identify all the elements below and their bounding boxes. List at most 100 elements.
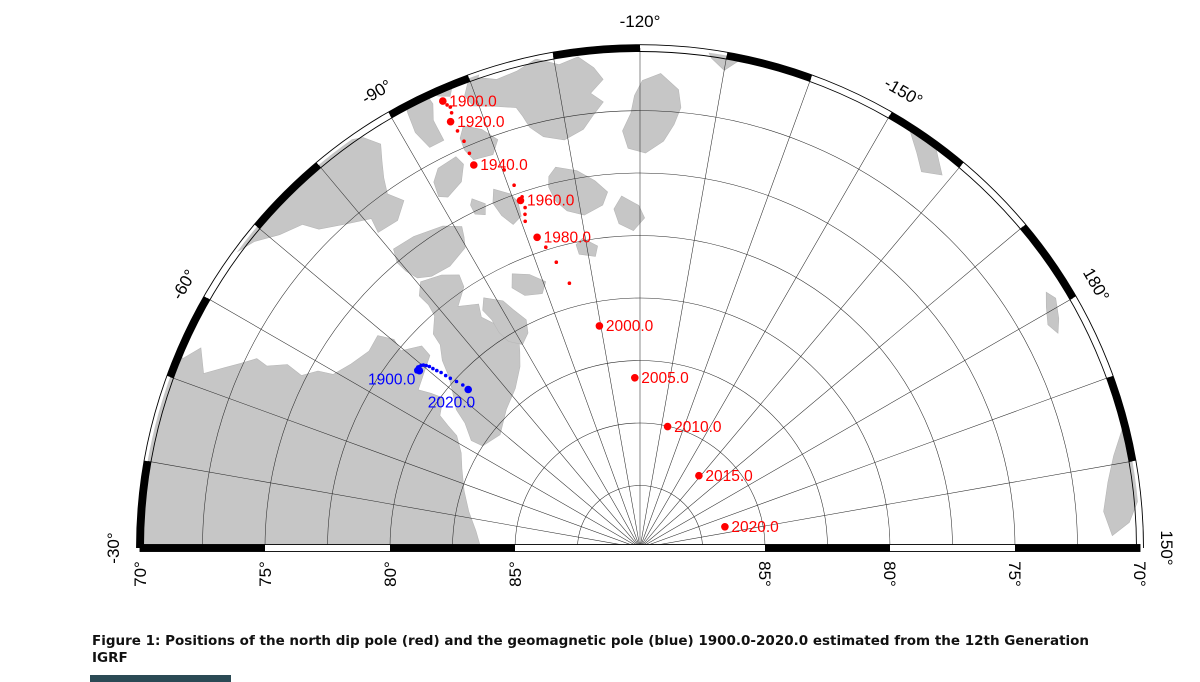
geomagnetic-pole-dot xyxy=(448,376,453,381)
geomagnetic-pole-dot xyxy=(427,364,432,369)
dip-pole-dot xyxy=(523,205,527,210)
meridian-line xyxy=(318,164,641,548)
dip-pole-year-label: 2000.0 xyxy=(606,318,654,335)
land-polygon xyxy=(511,273,547,296)
dip-pole-dot xyxy=(523,219,527,224)
geomagnetic-pole-dot xyxy=(431,366,435,371)
dip-pole-year-label: 1980.0 xyxy=(544,230,592,247)
land-polygon xyxy=(464,48,604,141)
dip-pole-dot xyxy=(631,374,639,382)
meridian-line xyxy=(639,164,962,548)
frame-bottom-band xyxy=(139,544,1141,552)
frame-arc-band xyxy=(254,162,321,229)
land-polygon xyxy=(459,125,499,161)
geomagnetic-pole-dot xyxy=(421,363,426,367)
longitude-label: 180° xyxy=(1079,265,1113,305)
longitude-label: -30° xyxy=(104,532,123,563)
dip-pole-dot xyxy=(554,260,559,265)
dip-pole-year-label: 2010.0 xyxy=(674,419,722,436)
frame-arc-band xyxy=(552,44,641,60)
frame-arc-edge xyxy=(143,51,1137,549)
dip-pole-dot xyxy=(449,111,454,115)
dip-pole-dot xyxy=(523,212,527,217)
land-polygon xyxy=(492,188,522,225)
frame-arc-band xyxy=(726,52,813,82)
dip-pole-dot xyxy=(467,151,472,156)
geomagnetic-pole-dot xyxy=(464,385,473,394)
latitude-label-right: 85° xyxy=(755,561,774,587)
dip-pole-year-label: 2005.0 xyxy=(641,370,689,387)
land-polygon xyxy=(218,137,405,259)
latitude-label-left: 80° xyxy=(381,561,400,587)
dip-pole-year-label: 2020.0 xyxy=(731,519,779,536)
geomagnetic-pole-dot xyxy=(424,363,429,368)
land-polygon xyxy=(702,48,740,71)
dip-pole-dot xyxy=(445,103,449,107)
frame-bottom-black xyxy=(390,544,515,552)
latitude-label-left: 70° xyxy=(131,561,150,587)
longitude-label: 150° xyxy=(1157,530,1176,565)
frame-bottom-black xyxy=(140,544,265,552)
latitude-label-right: 70° xyxy=(1130,561,1149,587)
dip-pole-dot xyxy=(470,161,478,169)
meridian-line xyxy=(147,460,641,548)
frame-arc-band xyxy=(1020,224,1077,300)
meridian-line xyxy=(639,114,891,548)
longitude-label: -150° xyxy=(881,74,926,111)
land-polygon xyxy=(140,335,481,548)
dip-pole-year-label: 2015.0 xyxy=(705,468,753,485)
geomagnetic-pole-year-label: 2020.0 xyxy=(428,395,476,412)
dip-pole-dot xyxy=(516,196,525,205)
dip-pole-year-label: 1920.0 xyxy=(457,114,505,131)
geomagnetic-pole-dot xyxy=(439,370,443,375)
dip-pole-dot xyxy=(695,471,703,480)
graticule-layer xyxy=(140,48,1140,548)
dip-pole-dot xyxy=(663,422,672,431)
geomagnetic-pole-dot xyxy=(461,383,465,387)
dip-pole-dot xyxy=(567,281,572,286)
meridian-line xyxy=(256,226,641,548)
dip-pole-year-label: 1940.0 xyxy=(480,157,528,174)
frame-bottom-black xyxy=(1015,544,1140,552)
dip-pole-dot xyxy=(502,168,507,172)
meridian-line xyxy=(639,55,728,548)
latitude-label-right: 80° xyxy=(880,561,899,587)
meridian-line xyxy=(552,55,641,548)
dip-pole-track: 1900.0 1920.0 1940.0 1960.0 1980.0 2000.0 2005… xyxy=(439,93,779,536)
frame-bottom-black xyxy=(765,544,890,552)
dip-pole-year-label: 1900.0 xyxy=(449,93,497,110)
next-element-partial-bar xyxy=(90,675,231,682)
longitude-label: -90° xyxy=(358,76,395,108)
geomagnetic-pole-track: 1900.0 2020.0 xyxy=(368,363,476,412)
frame-arc-band xyxy=(166,296,211,379)
dip-pole-dot xyxy=(512,183,516,187)
latitude-label-right: 75° xyxy=(1005,561,1024,587)
land-polygon xyxy=(470,198,486,216)
meridian-line xyxy=(206,297,641,548)
meridian-line xyxy=(639,460,1133,548)
dip-pole-dot xyxy=(595,322,604,330)
land-polygon xyxy=(1045,291,1060,334)
dip-pole-dot xyxy=(462,139,466,143)
polar-map-figure: -30° -60° -90° -120° -150° 180° 150° 70° 70° 75° 7… xyxy=(104,12,1176,587)
land-polygon xyxy=(418,274,521,447)
dip-pole-dot xyxy=(544,245,548,249)
land-polygon xyxy=(613,195,645,231)
frame-layer: -30° -60° -90° -120° -150° 180° 150° 70° 70° 75° 7… xyxy=(104,12,1176,587)
geomagnetic-pole-dot xyxy=(443,373,448,378)
dip-pole-dot xyxy=(721,523,729,531)
frame-arc-band xyxy=(388,74,471,119)
dip-pole-dot xyxy=(446,117,455,126)
geomagnetic-pole-year-label: 1900.0 xyxy=(368,372,416,389)
frame-arc-band xyxy=(1106,375,1136,462)
meridian-line xyxy=(639,78,812,548)
geomagnetic-pole-dot xyxy=(454,379,459,384)
longitude-label: -120° xyxy=(620,12,661,31)
meridian-line xyxy=(468,78,641,548)
geomagnetic-pole-dot xyxy=(435,368,439,373)
meridian-line xyxy=(639,376,1110,548)
land-polygon xyxy=(622,73,682,154)
land-polygon xyxy=(393,225,466,279)
frame-arc-band xyxy=(888,111,964,168)
